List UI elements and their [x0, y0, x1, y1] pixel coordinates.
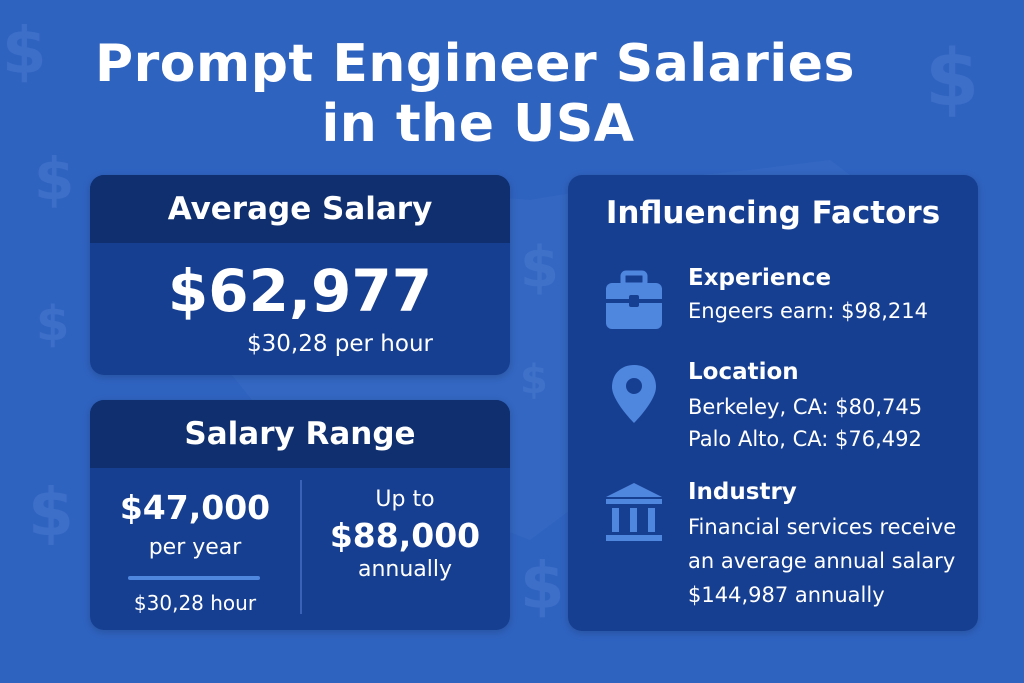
factor-industry-line-2: an average annual salary [688, 549, 956, 573]
location-pin-icon [612, 365, 656, 423]
bank-building-icon [606, 483, 662, 541]
title-line-2: in the USA [321, 94, 635, 154]
range-low-period: per year [148, 535, 242, 560]
dollar-sign-icon: $ [520, 357, 548, 403]
dollar-sign-icon: $ [520, 550, 565, 624]
factor-experience-line-1: Engeers earn: $98,214 [688, 299, 928, 323]
decorative-underline [128, 576, 260, 580]
salary-range-heading: Salary Range [90, 400, 510, 468]
influencing-factors-heading: Influencing Factors [605, 195, 941, 231]
range-high-prefix: Up to [375, 487, 435, 512]
salary-range-high: Up to $88,000 annually [300, 468, 510, 630]
dollar-sign-icon: $ [2, 15, 47, 89]
title-line-1: Prompt Engineer Salaries [95, 34, 855, 94]
factor-location-line-2: Palo Alto, CA: $76,492 [688, 427, 922, 451]
range-high-amount: $88,000 [329, 516, 481, 555]
factor-industry-name: Industry [688, 479, 797, 505]
dollar-sign-icon: $ [520, 235, 559, 300]
dollar-sign-icon: $ [28, 474, 74, 551]
average-salary-hourly: $30,28 per hour [247, 331, 433, 357]
influencing-factors-panel: Influencing Factors Experience Engeers e… [568, 175, 978, 631]
page-title: Prompt Engineer Salaries in the USA [0, 34, 950, 154]
dollar-sign-icon: $ [925, 34, 980, 124]
factor-industry-line-3: $144,987 annually [688, 583, 885, 607]
range-low-amount: $47,000 [119, 488, 271, 527]
range-high-period: annually [357, 557, 453, 582]
average-salary-heading: Average Salary [90, 175, 510, 243]
range-divider [300, 480, 302, 614]
salary-range-panel: Salary Range $47,000 per year $30,28 hou… [90, 400, 510, 630]
dollar-sign-icon: $ [34, 145, 75, 213]
range-low-hourly: $30,28 hour [133, 591, 257, 615]
factor-experience-name: Experience [688, 265, 832, 291]
briefcase-icon [606, 270, 662, 329]
average-salary-panel: Average Salary $62,977 $30,28 per hour [90, 175, 510, 375]
average-salary-amount: $62,977 [167, 257, 433, 325]
factor-industry-line-1: Financial services receive [688, 515, 957, 539]
dollar-sign-icon: $ [36, 296, 70, 352]
factor-location-name: Location [688, 359, 799, 385]
salary-range-low: $47,000 per year $30,28 hour [90, 468, 300, 630]
factor-location-line-1: Berkeley, CA: $80,745 [688, 395, 923, 419]
